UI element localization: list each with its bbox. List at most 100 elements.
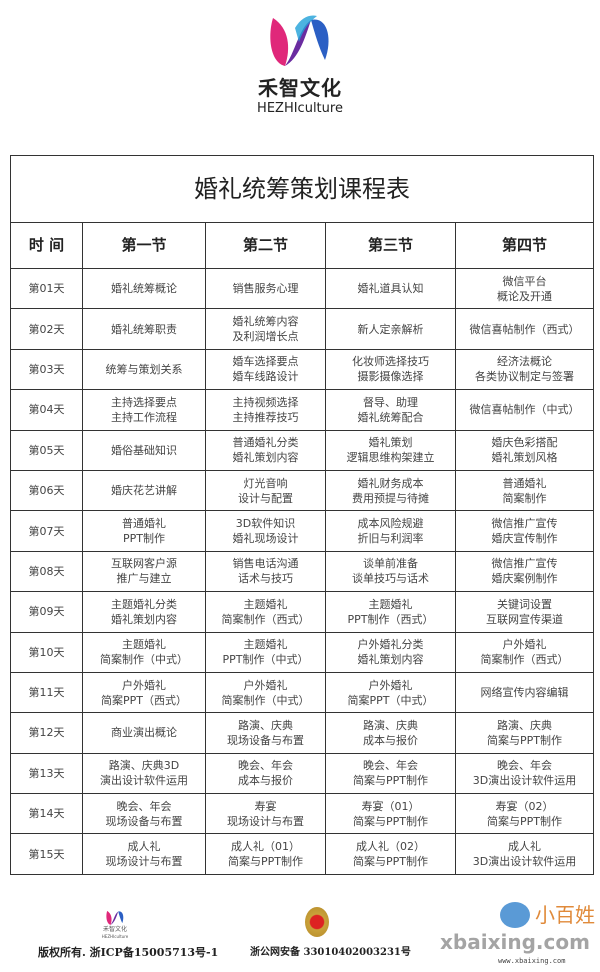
- course-cell: 普通婚礼分类 婚礼策划内容: [205, 429, 326, 471]
- course-cell: 微信喜帖制作（中式）: [454, 389, 595, 431]
- table-title: 婚礼统筹策划课程表: [9, 155, 595, 223]
- course-cell: 婚礼财务成本 费用预提与待摊: [325, 469, 456, 512]
- table-row: 第03天 统筹与策划关系 婚车选择要点 婚车线路设计 化妆师选择技巧 摄影摄像选择 经济…: [10, 348, 595, 391]
- table-row: 第08天 互联网客户源 推广与建立 销售电话沟通 话术与技巧 谈单前准备 谈单技巧与话…: [10, 550, 595, 593]
- course-cell: 户外婚礼分类 婚礼策划内容: [325, 631, 456, 673]
- course-cell: 婚庆花艺讲解: [82, 469, 206, 512]
- course-cell: 销售电话沟通 话术与技巧: [205, 550, 326, 593]
- course-cell: 成人礼（01） 简案与PPT制作: [205, 833, 326, 875]
- course-cell: 主题婚礼分类 婚礼策划内容: [82, 591, 206, 633]
- course-cell: 互联网客户源 推广与建立: [82, 550, 206, 593]
- day-cell: 第02天: [10, 308, 83, 350]
- brand-name-en: HEZHIculture: [257, 101, 343, 116]
- table-row: 第13天 路演、庆典3D 演出设计软件运用 晚会、年会 成本与报价 晚会、年会 简案与…: [10, 752, 595, 795]
- course-cell: 寿宴（02） 简案与PPT制作: [454, 793, 595, 835]
- table-row: 第11天 户外婚礼 简案PPT（西式） 户外婚礼 简案制作（中式） 户外婚礼 简案PP…: [10, 671, 595, 714]
- course-cell: 微信推广宣传 婚庆案例制作: [454, 550, 595, 593]
- course-cell: 普通婚礼 简案制作: [454, 469, 595, 512]
- table-row: 第06天 婚庆花艺讲解 灯光音响 设计与配置 婚礼财务成本 费用预提与待摊 普通婚礼 简…: [10, 469, 595, 512]
- course-cell: 主题婚礼 简案制作（西式）: [205, 591, 326, 633]
- header-time: 时 间: [10, 222, 83, 269]
- course-cell: 婚庆色彩搭配 婚礼策划风格: [454, 429, 595, 471]
- header-session-1: 第一节: [82, 222, 206, 269]
- footer-logo-cn: 禾智文化: [102, 926, 127, 933]
- day-cell: 第06天: [10, 469, 83, 512]
- course-cell: 督导、助理 婚礼统筹配合: [325, 389, 456, 431]
- course-cell: 路演、庆典 现场设备与布置: [205, 712, 326, 754]
- course-cell: 晚会、年会 3D演出设计软件运用: [454, 752, 595, 795]
- table-row: 第07天 普通婚礼 PPT制作 3D软件知识 婚礼现场设计 成本风险规避 折旧与利润率…: [10, 510, 595, 552]
- hezhi-logo-icon: [106, 910, 124, 925]
- watermark-cn: 小百姓: [535, 903, 595, 927]
- course-cell: 婚礼统筹职责: [82, 308, 206, 350]
- table-row: 第15天 成人礼 现场设计与布置 成人礼（01） 简案与PPT制作 成人礼（02） 简…: [10, 833, 595, 875]
- course-cell: 统筹与策划关系: [82, 348, 206, 391]
- course-cell: 主题婚礼 简案制作（中式）: [82, 631, 206, 673]
- table-row: 第02天 婚礼统筹职责 婚礼统筹内容 及利润增长点 新人定亲解析 微信喜帖制作（西式）: [10, 308, 595, 350]
- course-cell: 商业演出概论: [82, 712, 206, 754]
- course-cell: 婚礼统筹概论: [82, 267, 206, 310]
- table-row: 第14天 晚会、年会 现场设备与布置 寿宴 现场设计与布置 寿宴（01） 简案与PPT…: [10, 793, 595, 835]
- day-cell: 第07天: [10, 510, 83, 552]
- course-cell: 网络宣传内容编辑: [454, 671, 595, 714]
- watermark: xbaixing.com: [440, 930, 590, 954]
- table-row: 第01天 婚礼统筹概论 销售服务心理 婚礼道具认知 微信平台 概论及开通: [10, 267, 595, 310]
- footer-logo: 禾智文化 HEZHIculture: [100, 908, 130, 940]
- course-cell: 婚俗基础知识: [82, 429, 206, 471]
- course-cell: 路演、庆典 简案与PPT制作: [454, 712, 595, 754]
- police-record-link[interactable]: 浙公网安备 33010402003231号: [250, 947, 411, 958]
- course-cell: 主持选择要点 主持工作流程: [82, 389, 206, 431]
- course-cell: 户外婚礼 简案制作（西式）: [454, 631, 595, 673]
- watermark-logo-icon: [500, 902, 530, 928]
- course-schedule-table: 婚礼统筹策划课程表 时 间第一节 第二节 第三节 第四节 第01天 婚礼统筹概论 销售服务…: [9, 155, 595, 875]
- course-cell: 关键词设置 互联网宣传渠道: [454, 591, 595, 633]
- day-cell: 第09天: [10, 591, 83, 633]
- course-cell: 谈单前准备 谈单技巧与话术: [325, 550, 456, 593]
- day-cell: 第01天: [10, 267, 83, 310]
- course-cell: 户外婚礼 简案PPT（西式）: [82, 671, 206, 714]
- watermark-url: www.xbaixing.com: [498, 957, 566, 965]
- course-cell: 经济法概论 各类协议制定与签署: [454, 348, 595, 391]
- course-cell: 户外婚礼 简案PPT（中式）: [325, 671, 456, 714]
- table-row: 第09天 主题婚礼分类 婚礼策划内容 主题婚礼 简案制作（西式） 主题婚礼 PPT制作…: [10, 591, 595, 633]
- course-cell: 微信推广宣传 婚庆宣传制作: [454, 510, 595, 552]
- brand-name-cn: 禾智文化: [258, 76, 342, 100]
- day-cell: 第04天: [10, 389, 83, 431]
- course-cell: 成人礼（02） 简案与PPT制作: [325, 833, 456, 875]
- course-cell: 晚会、年会 简案与PPT制作: [325, 752, 456, 795]
- course-cell: 寿宴 现场设计与布置: [205, 793, 326, 835]
- footer-logo-en: HEZHIculture: [101, 934, 129, 939]
- header-session-4: 第四节: [454, 222, 595, 269]
- brand-logo: 禾智文化 HEZHIculture: [0, 8, 600, 116]
- table-row: 第04天 主持选择要点 主持工作流程 主持视频选择 主持推荐技巧 督导、助理 婚礼统筹…: [10, 389, 595, 431]
- course-cell: 寿宴（01） 简案与PPT制作: [325, 793, 456, 835]
- table-row: 第12天 商业演出概论 路演、庆典 现场设备与布置 路演、庆典 成本与报价 路演、庆典 …: [10, 712, 595, 754]
- course-cell: 晚会、年会 现场设备与布置: [82, 793, 206, 835]
- course-cell: 主题婚礼 PPT制作（中式）: [205, 631, 326, 673]
- course-cell: 销售服务心理: [205, 267, 326, 310]
- course-cell: 成本风险规避 折旧与利润率: [325, 510, 456, 552]
- course-cell: 3D软件知识 婚礼现场设计: [205, 510, 326, 552]
- day-cell: 第13天: [10, 752, 83, 795]
- day-cell: 第14天: [10, 793, 83, 835]
- day-cell: 第08天: [10, 550, 83, 593]
- day-cell: 第12天: [10, 712, 83, 754]
- course-cell: 户外婚礼 简案制作（中式）: [205, 671, 326, 714]
- course-cell: 婚礼策划 逻辑思维构架建立: [325, 429, 456, 471]
- course-cell: 主持视频选择 主持推荐技巧: [205, 389, 326, 431]
- course-cell: 主题婚礼 PPT制作（西式）: [325, 591, 456, 633]
- hezhi-logo-icon: [270, 15, 329, 66]
- header-session-2: 第二节: [205, 222, 326, 269]
- day-cell: 第03天: [10, 348, 83, 391]
- course-cell: 微信喜帖制作（西式）: [454, 308, 595, 350]
- course-cell: 新人定亲解析: [325, 308, 456, 350]
- course-cell: 晚会、年会 成本与报价: [205, 752, 326, 795]
- police-badge-icon: [305, 907, 329, 937]
- course-cell: 微信平台 概论及开通: [454, 267, 595, 310]
- course-cell: 成人礼 现场设计与布置: [82, 833, 206, 875]
- course-cell: 化妆师选择技巧 摄影摄像选择: [325, 348, 456, 391]
- header-session-3: 第三节: [325, 222, 456, 269]
- course-cell: 婚礼道具认知: [325, 267, 456, 310]
- day-cell: 第05天: [10, 429, 83, 471]
- course-cell: 婚礼统筹内容 及利润增长点: [205, 308, 326, 350]
